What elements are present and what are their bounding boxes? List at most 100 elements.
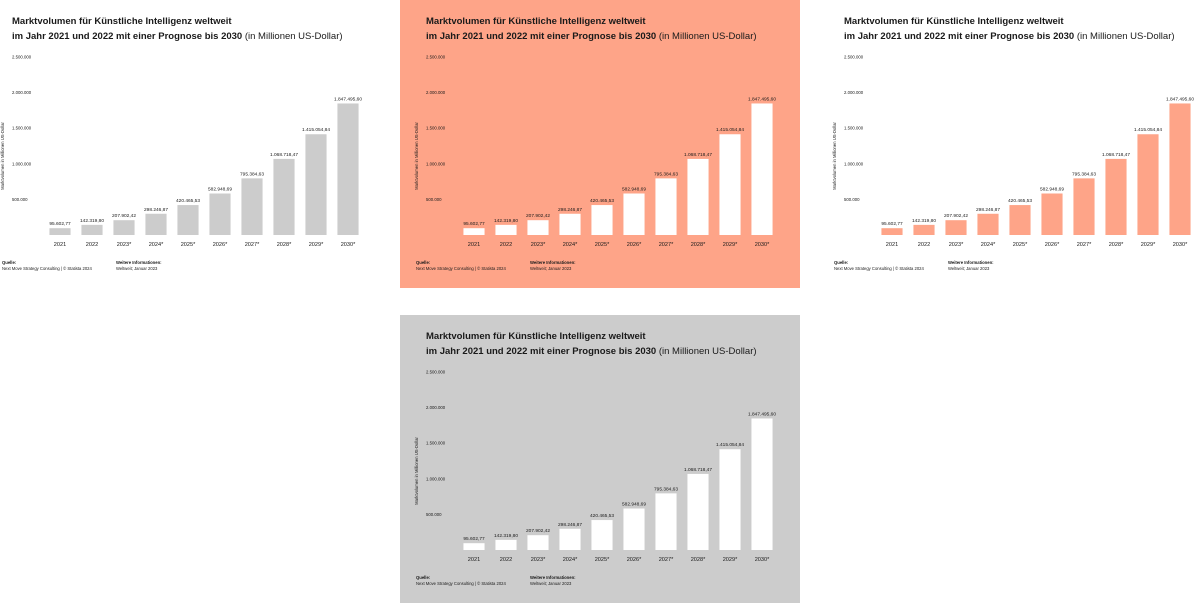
source-label: Quelle: (2, 260, 17, 265)
x-tick-label: 2030* (341, 242, 356, 248)
chart-panel-gray-bars: Marktvolumen für Künstliche Intelligenz … (0, 0, 386, 288)
x-tick-label: 2028* (277, 242, 292, 248)
data-label: 582.948,69 (622, 501, 646, 507)
data-label: 142.319,80 (912, 218, 936, 224)
data-label: 582.948,69 (208, 186, 232, 192)
chart-panel-salmon-background: Marktvolumen für Künstliche Intelligenz … (400, 0, 800, 288)
x-tick-label: 2025* (595, 242, 610, 248)
data-label: 298.246,87 (144, 207, 168, 213)
bar (559, 528, 581, 550)
y-tick-label: 500.000 (426, 197, 442, 202)
data-label: 95.602,77 (463, 536, 485, 542)
x-tick-label: 2027* (659, 242, 674, 248)
data-label: 582.948,69 (1040, 186, 1064, 192)
x-tick-label: 2028* (1109, 242, 1124, 248)
data-label: 298.246,87 (558, 522, 582, 528)
info-label: Weitere Informationen: (530, 575, 576, 580)
data-label: 142.319,80 (494, 218, 518, 224)
y-tick-label: 1.500.000 (12, 126, 32, 131)
bar (463, 543, 485, 550)
chart-title-block: Marktvolumen für Künstliche Intelligenz … (12, 15, 343, 44)
bar (1041, 193, 1063, 235)
y-tick-label: 2.000.000 (426, 405, 446, 410)
data-label: 207.902,42 (112, 213, 136, 219)
x-tick-label: 2026* (1045, 242, 1060, 248)
x-tick-label: 2023* (949, 242, 964, 248)
data-label: 207.902,42 (526, 213, 550, 219)
chart-panel-salmon-bars: Marktvolumen für Künstliche Intelligenz … (818, 0, 1200, 288)
chart-title: Marktvolumen für Künstliche Intelligenz … (426, 16, 646, 27)
x-tick-label: 2029* (723, 242, 738, 248)
data-label: 795.384,63 (240, 171, 264, 177)
bar (209, 193, 231, 235)
y-tick-label: 500.000 (844, 197, 860, 202)
bar (751, 103, 773, 235)
bar (1105, 158, 1127, 235)
chart-unit-note: (in Millionen US-Dollar) (244, 30, 343, 42)
chart-title: Marktvolumen für Künstliche Intelligenz … (12, 16, 232, 27)
source-text: Next Move Strategy Consulting | © Statis… (2, 265, 92, 271)
bar-chart: Marktvolumen in Millionen US-Dollar 500.0… (832, 55, 1194, 249)
bar (719, 449, 741, 550)
y-tick-label: 1.500.000 (426, 441, 446, 446)
x-tick-label: 2023* (117, 242, 132, 248)
y-tick-label: 1.000.000 (426, 476, 446, 481)
bar (751, 418, 773, 550)
x-tick-label: 2021 (468, 557, 480, 563)
bar (687, 158, 709, 235)
bar (273, 158, 295, 235)
data-label: 207.902,42 (944, 213, 968, 219)
data-label: 420.465,53 (590, 198, 614, 204)
bar-chart: Marktvolumen in Millionen US-Dollar 500.0… (0, 55, 362, 249)
bar (881, 228, 903, 235)
bar-chart: Marktvolumen in Millionen US-Dollar 500.0… (414, 370, 776, 564)
x-tick-label: 2029* (309, 242, 324, 248)
bar (913, 224, 935, 235)
bar (1073, 178, 1095, 235)
bar (145, 213, 167, 235)
data-label: 420.465,53 (590, 513, 614, 519)
x-tick-label: 2024* (563, 557, 578, 563)
bar (527, 535, 549, 550)
x-tick-label: 2022 (500, 557, 512, 563)
info-text: Weltweit; Januar 2023 (530, 580, 572, 586)
x-tick-label: 2029* (723, 557, 738, 563)
bar (945, 220, 967, 235)
y-tick-label: 1.500.000 (844, 126, 864, 131)
x-tick-label: 2026* (627, 557, 642, 563)
data-label: 1.415.054,84 (716, 127, 744, 133)
y-tick-label: 2.000.000 (12, 90, 32, 95)
x-tick-label: 2022 (86, 242, 98, 248)
bar (49, 228, 71, 235)
y-tick-label: 1.000.000 (426, 161, 446, 166)
bar (337, 103, 359, 235)
chart-subtitle: im Jahr 2021 und 2022 mit einer Prognose… (12, 30, 243, 42)
data-label: 142.319,80 (80, 218, 104, 224)
y-tick-label: 2.500.000 (426, 370, 446, 375)
bar (1009, 205, 1031, 235)
x-tick-label: 2023* (531, 557, 546, 563)
bar (495, 224, 517, 235)
y-tick-label: 2.500.000 (426, 55, 446, 60)
x-tick-label: 2030* (755, 557, 770, 563)
y-axis-title: Marktvolumen in Millionen US-Dollar (832, 122, 837, 190)
x-tick-label: 2021 (468, 242, 480, 248)
x-tick-label: 2024* (149, 242, 164, 248)
y-axis-title: Marktvolumen in Millionen US-Dollar (414, 437, 419, 505)
info-label: Weitere Informationen: (948, 260, 994, 265)
y-tick-label: 2.000.000 (844, 90, 864, 95)
footer-info: Weitere Informationen: Weltweit; Januar … (530, 260, 576, 271)
data-label: 298.246,87 (976, 207, 1000, 213)
bar-chart: Marktvolumen in Millionen US-Dollar 500.0… (414, 55, 776, 249)
x-tick-label: 2025* (595, 557, 610, 563)
data-label: 1.415.054,84 (1134, 127, 1162, 133)
footer-info: Weitere Informationen: Weltweit; Januar … (116, 260, 162, 271)
data-label: 1.847.495,60 (1166, 96, 1194, 102)
data-label: 1.068.718,47 (1102, 152, 1130, 158)
data-label: 1.068.718,47 (684, 467, 712, 473)
data-label: 1.847.495,60 (748, 96, 776, 102)
info-label: Weitere Informationen: (116, 260, 162, 265)
x-tick-label: 2021 (886, 242, 898, 248)
x-tick-label: 2027* (659, 557, 674, 563)
bar (1137, 134, 1159, 235)
